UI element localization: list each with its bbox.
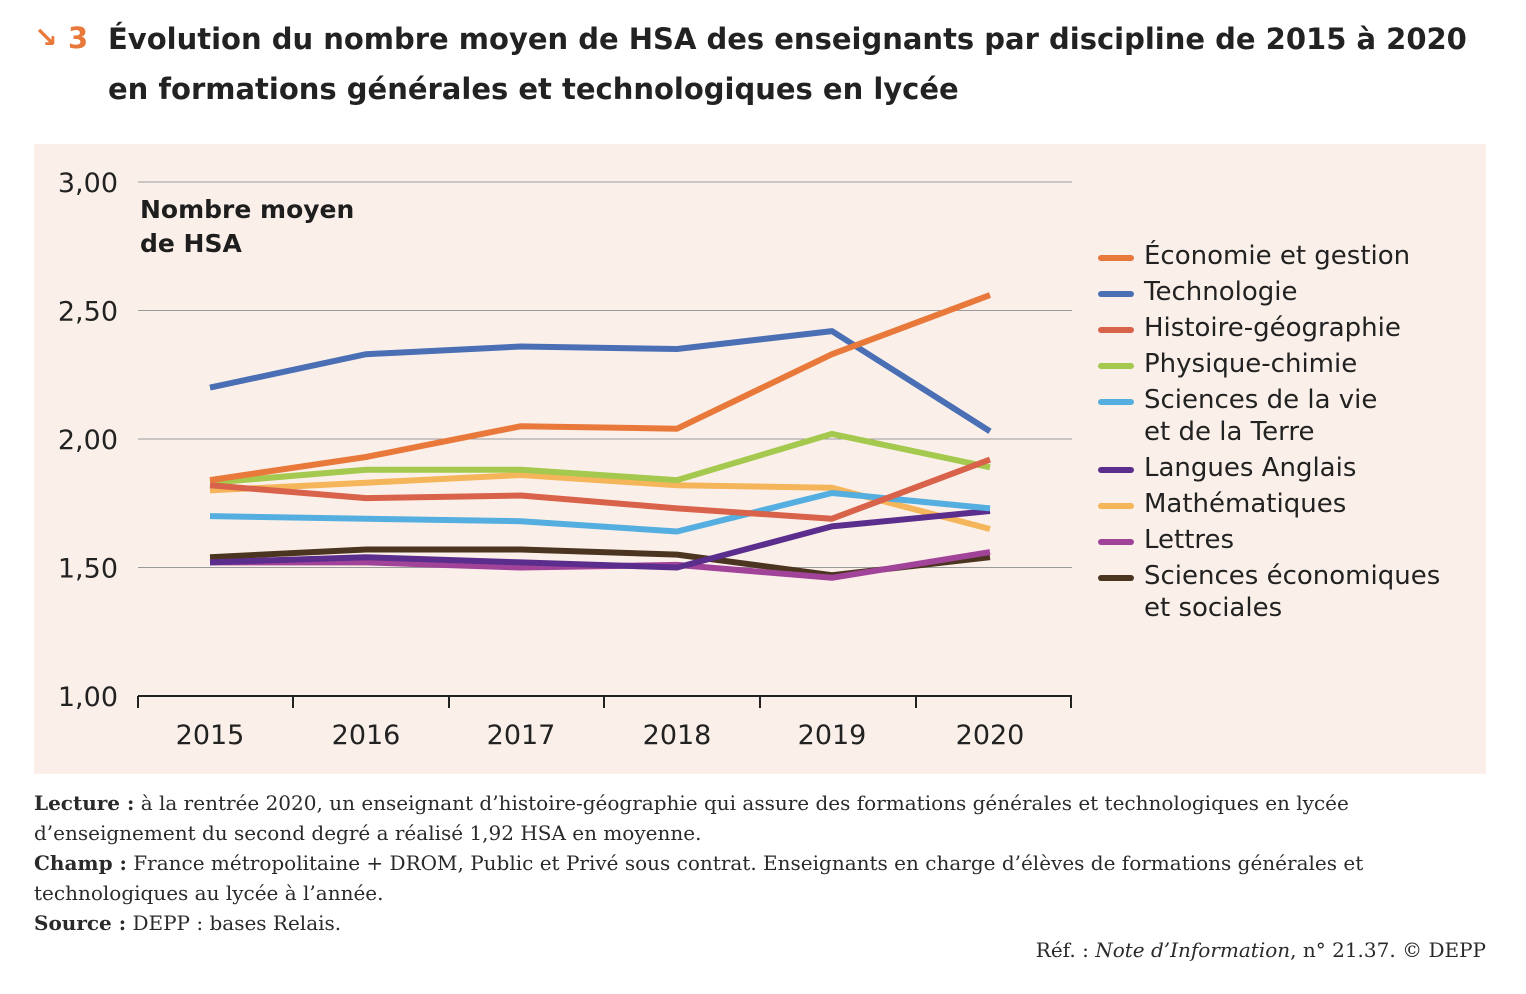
legend-swatch [1098, 399, 1134, 405]
legend-item: Physique-chimie [1098, 348, 1478, 380]
legend-swatch [1098, 539, 1134, 545]
legend-item: Technologie [1098, 276, 1478, 308]
legend-swatch [1098, 363, 1134, 369]
y-axis-label-line2: de HSA [140, 229, 242, 258]
source-label: Source : [34, 911, 127, 935]
legend-label: Sciences de la vie et de la Terre [1144, 385, 1378, 447]
legend-label: Histoire-géographie [1144, 313, 1401, 343]
legend-label: Physique-chimie [1144, 349, 1358, 379]
figure-notes: Lecture : à la rentrée 2020, un enseigna… [34, 788, 1414, 938]
legend-label: Sciences économiques et sociales [1144, 561, 1441, 623]
lecture-note: Lecture : à la rentrée 2020, un enseigna… [34, 788, 1414, 848]
legend-item: Sciences économiques et sociales [1098, 560, 1478, 624]
legend-label: Lettres [1144, 525, 1235, 555]
lecture-label: Lecture : [34, 791, 135, 815]
legend-swatch [1098, 503, 1134, 509]
source-text: DEPP : bases Relais. [126, 911, 342, 935]
source-note: Source : DEPP : bases Relais. [34, 908, 1414, 938]
reference-line: Réf. : Note d’Information, n° 21.37. © D… [1036, 938, 1486, 962]
y-axis-label-line1: Nombre moyen [140, 195, 354, 224]
y-axis-ticks: 1,00 1,50 2,00 2,50 3,00 [58, 168, 118, 713]
legend-swatch [1098, 291, 1134, 297]
legend-label: Technologie [1144, 277, 1298, 307]
series-line [209, 456, 992, 522]
x-tick-label: 2015 [176, 720, 245, 751]
series-line [209, 508, 991, 571]
x-axis: 2015 2016 2017 2018 2019 2020 [137, 695, 1072, 751]
legend-item: Langues Anglais [1098, 452, 1478, 484]
chart-panel: 1,00 1,50 2,00 2,50 3,00 2015 2016 2017 2018 201… [34, 144, 1486, 774]
legend-swatch [1098, 327, 1134, 333]
reference-suffix: , n° 21.37. © DEPP [1290, 938, 1486, 962]
legend-item: Mathématiques [1098, 488, 1478, 520]
legend-swatch [1098, 467, 1134, 473]
y-tick-label: 1,50 [58, 554, 118, 585]
series-line [209, 328, 992, 434]
y-tick-label: 1,00 [58, 682, 118, 713]
figure-header: ↘ 3 Évolution du nombre moyen de HSA des… [34, 14, 1474, 114]
legend-swatch [1098, 255, 1134, 261]
legend-item: Lettres [1098, 524, 1478, 556]
figure-title-line2: en formations générales et technologique… [108, 72, 959, 106]
x-tick-label: 2020 [956, 720, 1025, 751]
champ-text: France métropolitaine + DROM, Public et … [34, 851, 1364, 905]
x-tick-label: 2016 [332, 720, 401, 751]
reference-prefix: Réf. : [1035, 938, 1096, 962]
champ-label: Champ : [34, 851, 127, 875]
legend-label: Langues Anglais [1144, 453, 1357, 483]
y-tick-label: 2,00 [58, 425, 118, 456]
x-tick-label: 2019 [798, 720, 867, 751]
lecture-text: à la rentrée 2020, un enseignant d’histo… [34, 791, 1349, 845]
legend-label: Mathématiques [1144, 489, 1347, 519]
arrow-icon: ↘ [34, 21, 58, 54]
series-lines [209, 292, 992, 581]
series-line [209, 430, 991, 486]
reference-publication: Note d’Information [1095, 938, 1291, 962]
line-chart: 1,001,502,002,503,00 2015 2016 2017 2018 201… [58, 168, 1072, 751]
x-tick-label: 2018 [643, 720, 712, 751]
legend-swatch [1098, 575, 1134, 581]
champ-note: Champ : France métropolitaine + DROM, Pu… [34, 848, 1414, 908]
figure-number: 3 [68, 21, 89, 55]
series-line [209, 490, 991, 535]
legend-item: Économie et gestion [1098, 240, 1478, 272]
y-tick-label: 2,50 [58, 297, 118, 328]
legend-item: Sciences de la vie et de la Terre [1098, 384, 1478, 448]
legend-label: Économie et gestion [1144, 241, 1411, 271]
y-tick-label: 3,00 [58, 168, 118, 199]
figure-title-line1: Évolution du nombre moyen de HSA des ens… [108, 22, 1467, 56]
legend-item: Histoire-géographie [1098, 312, 1478, 344]
chart-legend: Économie et gestion Technologie Histoire-g… [1098, 240, 1478, 628]
x-tick-label: 2017 [487, 720, 556, 751]
series-line [209, 292, 992, 484]
